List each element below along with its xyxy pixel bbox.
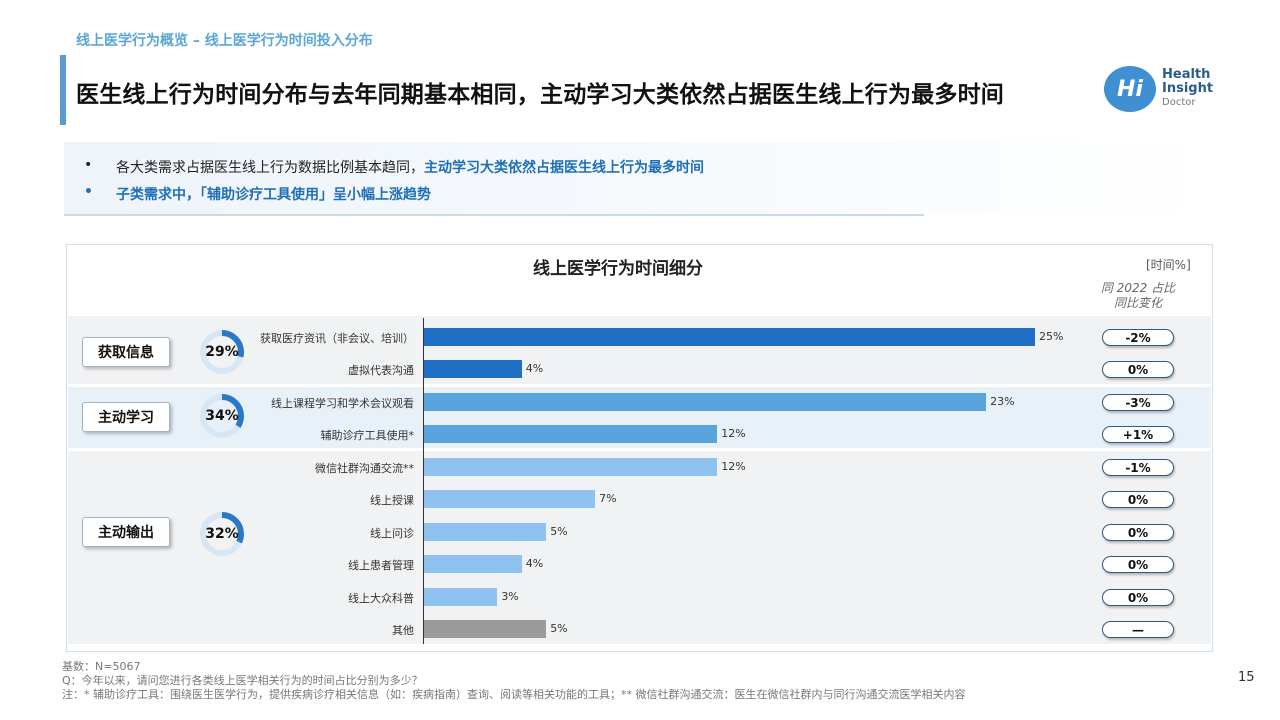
footer-base: 基数：N=5067 — [62, 660, 141, 673]
bar-row: 微信社群沟通交流** 12% — [0, 457, 1280, 477]
donut-label: 29% — [205, 344, 239, 360]
bar — [424, 360, 522, 378]
group-band-output — [68, 451, 1211, 644]
bar — [424, 458, 718, 476]
bar — [424, 425, 718, 443]
bar-category-label: 线上患者管理 — [348, 559, 414, 572]
yoy-change-pill: — — [1102, 621, 1174, 638]
bar-row: 虚拟代表沟通 4% — [0, 359, 1280, 379]
bar-row: 线上课程学习和学术会议观看 23% — [0, 392, 1280, 412]
summary-underline — [64, 214, 924, 216]
donut-arc — [200, 330, 244, 374]
bar-value-label: 3% — [501, 590, 519, 603]
bar-category-label: 其他 — [392, 624, 414, 637]
summary-panel — [64, 142, 1210, 214]
donut-arc — [200, 512, 244, 556]
category-axis-line — [423, 318, 424, 644]
bar-category-label: 线上大众科普 — [348, 592, 414, 605]
bar-row: 其他 5% — [0, 619, 1280, 639]
footer-question: Q：今年以来，请问您进行各类线上医学相关行为的时间占比分别为多少？ — [62, 674, 423, 687]
group-share-donut-output: 32% — [198, 510, 246, 558]
yoy-change-pill: -2% — [1102, 329, 1174, 346]
bar-row: 线上问诊 5% — [0, 522, 1280, 542]
logo-text: Health Insight Doctor — [1162, 68, 1213, 110]
group-label-info: 获取信息 — [82, 337, 170, 367]
bullet-highlight-text: 主动学习大类依然占据医生线上行为最多时间 — [424, 160, 704, 176]
donut-chart — [200, 512, 244, 556]
bar-row: 辅助诊疗工具使用* 12% — [0, 424, 1280, 444]
page-number: 15 — [1238, 670, 1255, 685]
bar-value-label: 12% — [721, 460, 746, 473]
bar-category-label: 辅助诊疗工具使用* — [320, 429, 415, 442]
bar — [424, 393, 987, 411]
bar-value-label: 5% — [550, 622, 568, 635]
health-insight-logo: Hi Health Insight Doctor — [1104, 64, 1214, 116]
logo-line3: Doctor — [1162, 97, 1196, 108]
chart-title: 线上医学行为时间细分 — [533, 259, 703, 279]
bar — [424, 588, 498, 606]
group-label-output: 主动输出 — [82, 517, 170, 547]
bullet-dot: • — [84, 184, 93, 200]
bar-value-label: 5% — [550, 525, 568, 538]
footer-note: 注：* 辅助诊疗工具：围绕医生医学行为，提供疾病诊疗相关信息（如：疾病指南）查询… — [62, 688, 966, 701]
unit-label: [时间%] — [1146, 258, 1191, 272]
bar-row: 获取医疗资讯（非会议、培训） 25% — [0, 327, 1280, 347]
donut-arc — [200, 394, 244, 438]
yoy-change-pill: -3% — [1102, 394, 1174, 411]
bar-row: 线上患者管理 4% — [0, 554, 1280, 574]
yoy-change-pill: 0% — [1102, 491, 1174, 508]
logo-mark: Hi — [1104, 66, 1156, 112]
bar-value-label: 4% — [525, 362, 544, 375]
bar-value-label: 25% — [1039, 330, 1064, 343]
bar-category-label: 获取医疗资讯（非会议、培训） — [260, 332, 414, 345]
donut-label: 32% — [205, 526, 239, 542]
yoy-change-pill: 0% — [1102, 361, 1174, 378]
bar-value-label: 23% — [990, 395, 1015, 408]
title-accent-bar — [60, 55, 66, 125]
yoy-header-line2: 同比变化 — [1113, 296, 1162, 310]
donut-label: 34% — [205, 408, 239, 424]
yoy-change-pill: 0% — [1102, 589, 1174, 606]
bullet-highlight-text: 子类需求中，「辅助诊疗工具使用」呈小幅上涨趋势 — [116, 187, 431, 203]
bar-category-label: 线上课程学习和学术会议观看 — [271, 397, 414, 410]
yoy-change-pill: 0% — [1102, 556, 1174, 573]
bar-value-label: 12% — [721, 427, 746, 440]
yoy-header: 同 2022 占比 同比变化 — [1098, 281, 1178, 311]
logo-line2: Insight — [1162, 81, 1214, 96]
group-label-learning: 主动学习 — [82, 402, 170, 432]
breadcrumb: 线上医学行为概览 – 线上医学行为时间投入分布 — [76, 33, 373, 49]
yoy-change-pill: +1% — [1102, 426, 1174, 443]
bar-category-label: 线上授课 — [370, 494, 414, 507]
bar-category-label: 线上问诊 — [370, 527, 414, 540]
bar-value-label: 7% — [599, 492, 617, 505]
bar — [424, 490, 596, 508]
group-share-donut-info: 29% — [198, 328, 246, 376]
donut-chart — [200, 330, 244, 374]
bullet-text: 各大类需求占据医生线上行为数据比例基本趋同，主动学习大类依然占据医生线上行为最多… — [116, 157, 704, 177]
bar-row: 线上大众科普 3% — [0, 587, 1280, 607]
yoy-change-pill: -1% — [1102, 459, 1174, 476]
bar-category-label: 微信社群沟通交流** — [315, 462, 414, 475]
bar — [424, 620, 547, 638]
bullet-normal-text: 各大类需求占据医生线上行为数据比例基本趋同， — [116, 160, 424, 176]
bar — [424, 555, 522, 573]
bullet-dot: • — [84, 157, 93, 173]
yoy-header-line1: 同 2022 占比 — [1100, 281, 1176, 295]
bar — [424, 523, 547, 541]
donut-chart — [200, 394, 244, 438]
bar-row: 线上授课 7% — [0, 489, 1280, 509]
yoy-change-pill: 0% — [1102, 524, 1174, 541]
page-title: 医生线上行为时间分布与去年同期基本相同，主动学习大类依然占据医生线上行为最多时间 — [76, 82, 1004, 108]
group-share-donut-learning: 34% — [198, 392, 246, 440]
bar — [424, 328, 1035, 346]
logo-line1: Health — [1162, 67, 1211, 82]
bar-value-label: 4% — [525, 557, 544, 570]
group-band-info — [68, 316, 1211, 384]
bar-category-label: 虚拟代表沟通 — [348, 364, 414, 377]
